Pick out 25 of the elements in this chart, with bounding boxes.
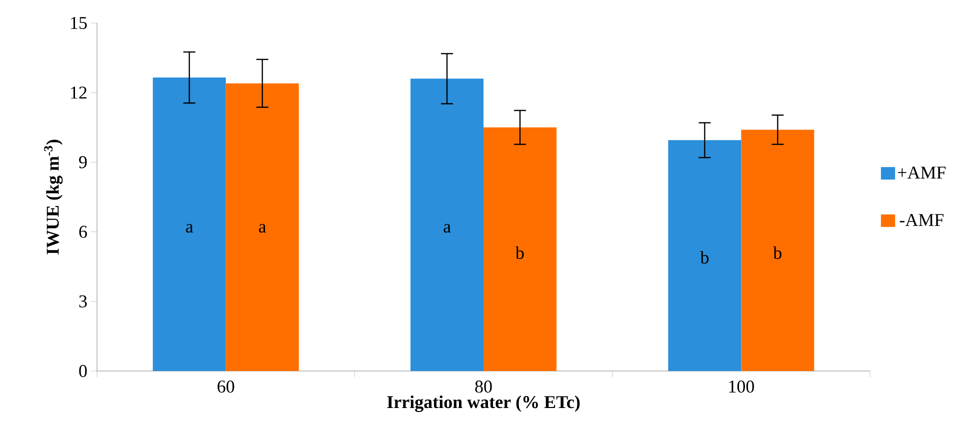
bar	[152, 78, 226, 371]
y-tick-label: 9	[79, 156, 87, 168]
annotation: b	[515, 246, 524, 260]
bar	[410, 78, 484, 371]
legend-label: +AMF	[898, 166, 946, 179]
annotation: a	[258, 224, 266, 233]
bar	[226, 83, 299, 371]
x-tick-label: 100	[729, 380, 754, 393]
annotation: a	[444, 224, 451, 233]
annotation: a	[186, 224, 194, 233]
x-tick-label: 80	[475, 380, 492, 393]
bar	[484, 127, 557, 371]
annotation: b	[773, 246, 782, 260]
bar	[741, 130, 814, 371]
legend-label: -AMF	[900, 214, 944, 226]
y-axis-title: IWUE (kg m$^{-3}$)	[44, 140, 63, 254]
y-tick-label: 12	[71, 86, 86, 99]
x-axis-title: Irrigation water (% ETc)	[387, 396, 580, 412]
x-tick-label: 60	[218, 380, 234, 393]
y-tick-label: 6	[79, 226, 87, 238]
y-tick-label: 0	[79, 364, 87, 378]
y-tick-label: 3	[79, 295, 87, 308]
bar	[668, 140, 742, 371]
y-tick-label: 15	[71, 16, 87, 30]
annotation: b	[700, 250, 709, 264]
